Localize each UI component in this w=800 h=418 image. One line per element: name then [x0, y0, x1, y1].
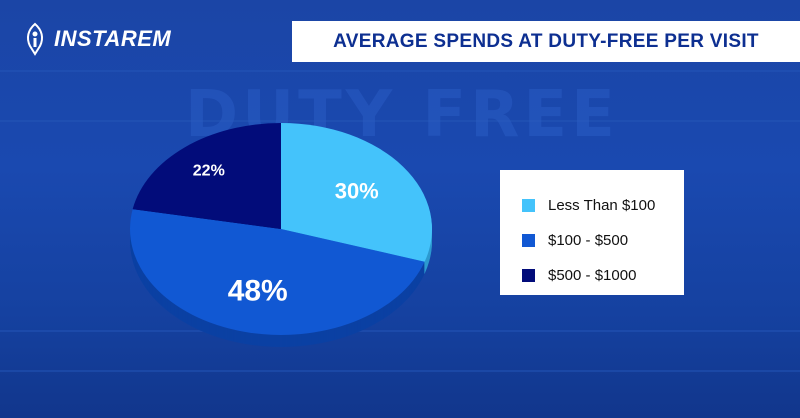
- legend: Less Than $100 $100 - $500 $500 - $1000: [500, 170, 684, 295]
- rocket-icon: [26, 22, 44, 56]
- legend-item: $100 - $500: [522, 223, 684, 258]
- chart-title: AVERAGE SPENDS AT DUTY-FREE PER VISIT: [292, 21, 800, 62]
- legend-label: Less Than $100: [548, 197, 656, 214]
- legend-label: $100 - $500: [548, 232, 629, 249]
- data-label: 22%: [193, 163, 225, 180]
- pie-slice-3: [132, 123, 281, 229]
- brand-logo: INSTAREM: [22, 22, 171, 56]
- brand-name: INSTAREM: [54, 26, 172, 51]
- legend-swatch: [522, 234, 535, 247]
- legend-swatch: [522, 269, 535, 282]
- legend-item: Less Than $100: [522, 188, 684, 223]
- pie-slice-1: [281, 123, 433, 262]
- legend-label: $500 - $1000: [548, 267, 637, 284]
- legend-swatch: [522, 199, 535, 212]
- legend-item: $500 - $1000: [522, 258, 684, 293]
- pie-slice-2: [130, 209, 425, 335]
- data-label: 48%: [228, 275, 288, 308]
- data-label: 30%: [335, 178, 379, 203]
